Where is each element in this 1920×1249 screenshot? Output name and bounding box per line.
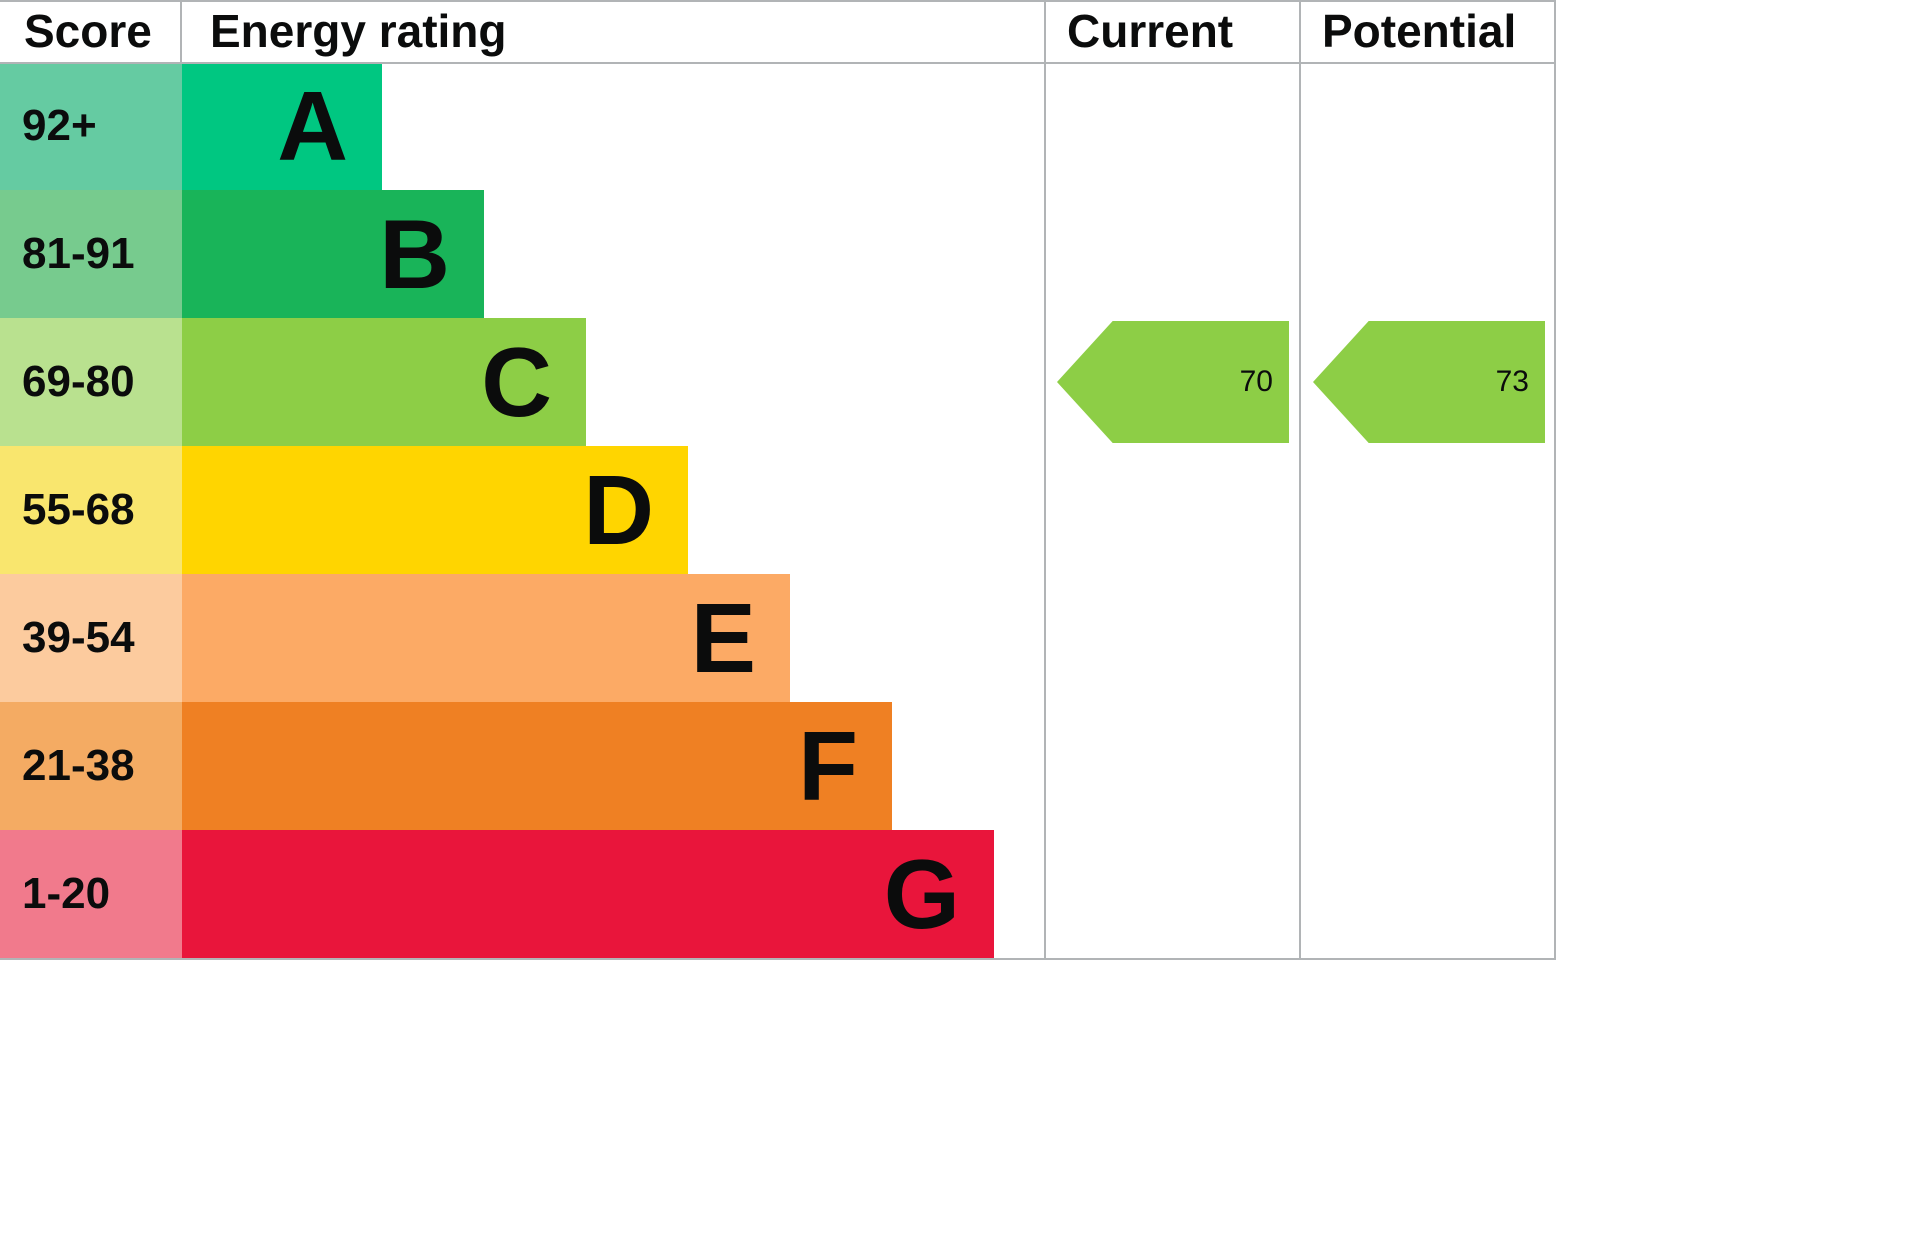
band-letter-d: D: [583, 455, 654, 565]
grid-line-score-divider: [180, 0, 182, 62]
band-letter-c: C: [481, 327, 552, 437]
band-row-f: 21-38 F: [0, 702, 1045, 830]
energy-rating-column-header: Energy rating: [210, 5, 507, 57]
grid-line-top: [0, 0, 1556, 2]
band-row-c: 69-80 C: [0, 318, 1045, 446]
band-row-b: 81-91 B: [0, 190, 1045, 318]
grid-line-current-divider: [1044, 0, 1046, 960]
score-range-g: 1-20: [0, 830, 182, 958]
band-bar-a: A: [182, 62, 382, 190]
grid-line-potential-divider: [1299, 0, 1301, 960]
band-row-a: 92+ A: [0, 62, 1045, 190]
band-bar-f: F: [182, 702, 892, 830]
current-rating-arrow: 70: [1057, 321, 1289, 443]
score-range-c: 69-80: [0, 318, 182, 446]
score-column-header: Score: [24, 5, 152, 57]
score-range-f: 21-38: [0, 702, 182, 830]
score-range-b: 81-91: [0, 190, 182, 318]
band-row-g: 1-20 G: [0, 830, 1045, 958]
band-bar-e: E: [182, 574, 790, 702]
current-column-header: Current: [1067, 5, 1234, 57]
band-letter-b: B: [379, 199, 450, 309]
potential-column-header: Potential: [1322, 5, 1517, 57]
potential-rating-value: 73: [1495, 365, 1529, 398]
band-letter-f: F: [798, 711, 858, 821]
band-row-d: 55-68 D: [0, 446, 1045, 574]
grid-line-bottom: [0, 958, 1556, 960]
grid-line-header-bottom: [0, 62, 1556, 64]
potential-rating-arrow: 73: [1313, 321, 1545, 443]
band-letter-a: A: [277, 71, 348, 181]
band-row-e: 39-54 E: [0, 574, 1045, 702]
band-bar-b: B: [182, 190, 484, 318]
band-letter-e: E: [690, 583, 756, 693]
score-range-e: 39-54: [0, 574, 182, 702]
band-bar-d: D: [182, 446, 688, 574]
grid-line-right-border: [1554, 0, 1556, 960]
band-letter-g: G: [883, 839, 960, 949]
band-bar-c: C: [182, 318, 586, 446]
current-rating-value: 70: [1239, 365, 1273, 398]
score-range-a: 92+: [0, 62, 182, 190]
score-range-d: 55-68: [0, 446, 182, 574]
band-bar-g: G: [182, 830, 994, 958]
